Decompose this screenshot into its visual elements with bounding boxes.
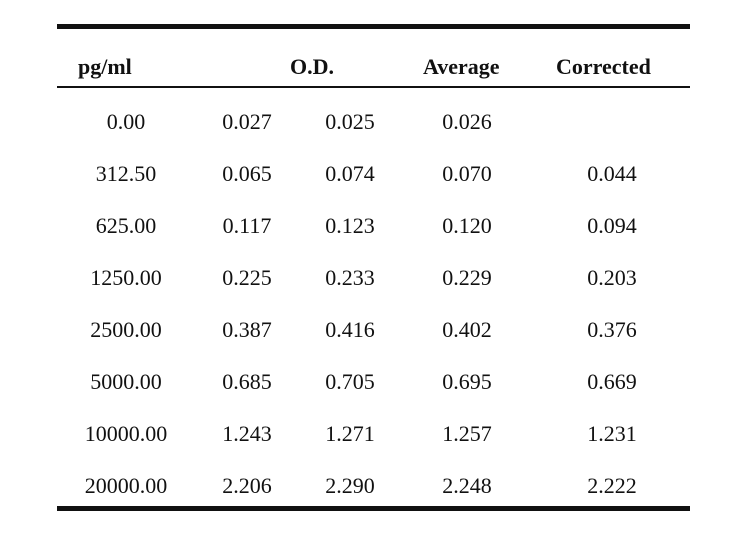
table-header-rule [57,86,690,88]
standard-curve-table: pg/ml O.D. Average Corrected 0.00 0.027 … [57,24,690,511]
cell-average: 1.257 [442,421,492,446]
header-od: O.D. [290,54,334,79]
cell-concentration: 1250.00 [90,265,162,290]
cell-corrected: 0.044 [587,161,637,186]
cell-od-2: 0.416 [325,317,375,342]
cell-od-2: 0.025 [325,109,375,134]
cell-od-2: 0.074 [325,161,375,186]
table-bottom-rule [57,506,690,511]
cell-concentration: 312.50 [95,161,157,186]
table-row: 20000.00 2.206 2.290 2.248 2.222 [57,473,690,525]
cell-od-1: 1.243 [222,421,272,446]
cell-od-1: 0.117 [222,213,272,238]
header-average: Average [423,54,500,79]
cell-average: 0.229 [442,265,492,290]
cell-average: 0.120 [442,213,492,238]
cell-corrected: 0.669 [587,369,637,394]
table-row: 2500.00 0.387 0.416 0.402 0.376 [57,317,690,369]
table-row: 0.00 0.027 0.025 0.026 [57,109,690,161]
cell-concentration: 625.00 [95,213,157,238]
cell-od-1: 0.027 [222,109,272,134]
cell-od-2: 0.233 [325,265,375,290]
cell-concentration: 10000.00 [84,421,168,446]
cell-od-1: 0.065 [222,161,272,186]
cell-corrected: 2.222 [587,473,637,498]
table-top-rule [57,24,690,29]
table-row: 5000.00 0.685 0.705 0.695 0.669 [57,369,690,421]
table-header-row: pg/ml O.D. Average Corrected [57,29,690,86]
cell-concentration: 2500.00 [90,317,162,342]
cell-od-1: 0.225 [222,265,272,290]
cell-od-2: 0.123 [325,213,375,238]
cell-concentration: 20000.00 [84,473,168,498]
table-row: 625.00 0.117 0.123 0.120 0.094 [57,213,690,265]
cell-od-2: 2.290 [325,473,375,498]
cell-average: 0.026 [442,109,492,134]
table-row: 10000.00 1.243 1.271 1.257 1.231 [57,421,690,473]
header-corrected: Corrected [556,54,651,79]
cell-corrected: 0.094 [587,213,637,238]
cell-average: 0.402 [442,317,492,342]
cell-average: 0.695 [442,369,492,394]
cell-average: 2.248 [442,473,492,498]
cell-corrected: 0.376 [587,317,637,342]
cell-od-1: 0.685 [222,369,272,394]
cell-od-2: 1.271 [325,421,375,446]
table-body: 0.00 0.027 0.025 0.026 312.50 0.065 0.07… [57,88,690,506]
cell-od-1: 0.387 [222,317,272,342]
table-row: 1250.00 0.225 0.233 0.229 0.203 [57,265,690,317]
cell-average: 0.070 [442,161,492,186]
cell-corrected: 0.203 [587,265,637,290]
cell-od-2: 0.705 [325,369,375,394]
table-row: 312.50 0.065 0.074 0.070 0.044 [57,161,690,213]
cell-corrected: 1.231 [587,421,637,446]
cell-concentration: 5000.00 [90,369,162,394]
cell-concentration: 0.00 [106,109,146,134]
header-concentration: pg/ml [78,54,132,79]
cell-od-1: 2.206 [222,473,272,498]
